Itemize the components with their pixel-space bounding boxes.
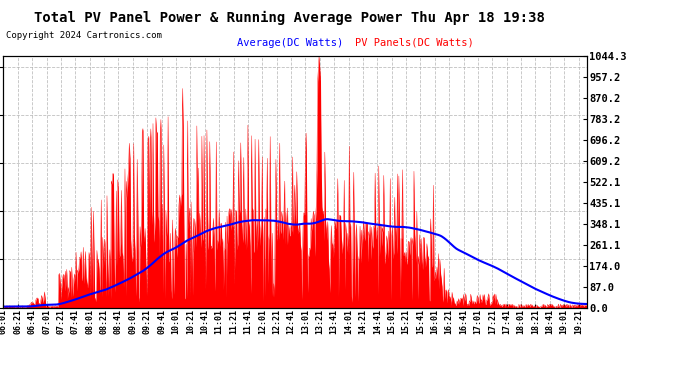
Text: Average(DC Watts): Average(DC Watts) — [237, 38, 343, 48]
Text: Copyright 2024 Cartronics.com: Copyright 2024 Cartronics.com — [6, 30, 161, 39]
Text: Total PV Panel Power & Running Average Power Thu Apr 18 19:38: Total PV Panel Power & Running Average P… — [34, 11, 545, 26]
Text: PV Panels(DC Watts): PV Panels(DC Watts) — [355, 38, 473, 48]
